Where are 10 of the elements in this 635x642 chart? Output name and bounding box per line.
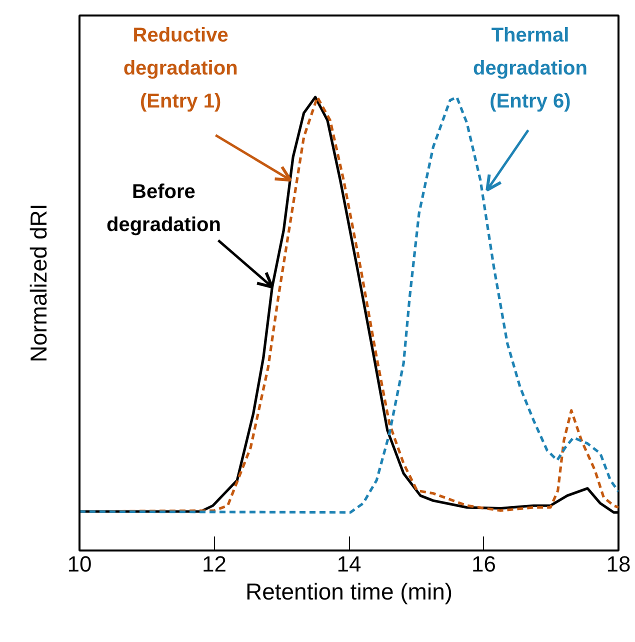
- x-tick-label: 10: [67, 552, 92, 576]
- series-label: Thermal degradation (Entry 6): [473, 24, 588, 113]
- x-tick-label: 16: [472, 552, 496, 576]
- y-axis-title: Normalized dRI: [26, 204, 52, 362]
- text: Reductive degradation (Entry 1): [123, 24, 238, 113]
- x-tick-label: 18: [606, 552, 631, 576]
- x-axis-title: Retention time (min): [245, 578, 453, 604]
- x-tick-label: 12: [202, 552, 226, 576]
- text: Before degradation: [106, 180, 221, 236]
- x-tick-label: 14: [336, 552, 362, 576]
